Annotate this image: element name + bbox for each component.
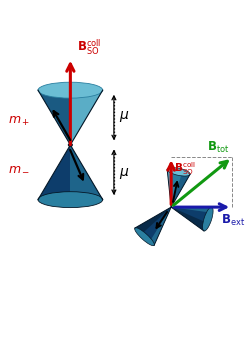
- Polygon shape: [167, 169, 172, 207]
- Polygon shape: [70, 90, 103, 145]
- Ellipse shape: [167, 167, 190, 176]
- Polygon shape: [167, 169, 190, 207]
- Polygon shape: [38, 90, 103, 145]
- Polygon shape: [171, 207, 212, 231]
- Text: $\mu$: $\mu$: [119, 109, 130, 124]
- Polygon shape: [135, 207, 171, 245]
- Polygon shape: [171, 207, 212, 212]
- Polygon shape: [171, 207, 207, 231]
- Ellipse shape: [38, 82, 103, 98]
- Ellipse shape: [38, 192, 103, 208]
- Polygon shape: [171, 172, 190, 207]
- Polygon shape: [150, 207, 171, 245]
- Text: $\mathbf{B}_{\mathrm{tot}}$: $\mathbf{B}_{\mathrm{tot}}$: [207, 140, 230, 155]
- Ellipse shape: [203, 207, 213, 231]
- Text: $m_-$: $m_-$: [8, 161, 30, 175]
- Text: $\mathbf{B}^{\mathrm{coll}}_{\mathrm{SO}}$: $\mathbf{B}^{\mathrm{coll}}_{\mathrm{SO}…: [77, 37, 101, 56]
- Polygon shape: [38, 90, 70, 145]
- Text: $\mu$: $\mu$: [119, 166, 130, 181]
- Polygon shape: [70, 145, 103, 200]
- Ellipse shape: [135, 228, 154, 246]
- Ellipse shape: [68, 143, 73, 147]
- Polygon shape: [135, 207, 171, 234]
- Text: $\mathbf{B}_{\mathrm{ext}}$: $\mathbf{B}_{\mathrm{ext}}$: [221, 212, 245, 228]
- Text: $m_+$: $m_+$: [8, 115, 30, 129]
- Text: $\mathbf{B}^{\mathrm{coll}}_{\mathrm{SO}}$: $\mathbf{B}^{\mathrm{coll}}_{\mathrm{SO}…: [174, 160, 196, 177]
- Polygon shape: [38, 145, 103, 200]
